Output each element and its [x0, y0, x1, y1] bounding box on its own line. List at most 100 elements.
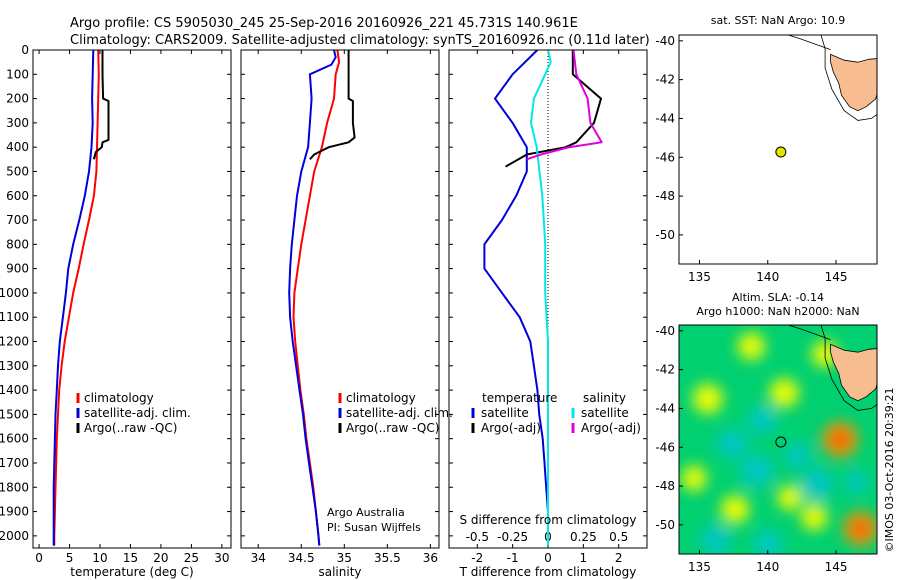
- series-line-argo-raw-qc: [309, 50, 356, 160]
- difference-frame: [448, 49, 648, 549]
- shelf-contour: [820, 325, 877, 411]
- series-line-climatology: [53, 49, 100, 546]
- tasmania-landmass: [830, 343, 877, 402]
- x-tick-label: 34: [251, 551, 266, 565]
- x2-tick-label: -0.5: [466, 530, 489, 544]
- sla-map-axis-ticks: 135 140 145 -40 -42 -44 -46 -48 -50: [655, 324, 847, 574]
- y-tick-label: 900: [6, 262, 29, 276]
- sla-map-heatmap: [680, 332, 877, 554]
- sla-anomaly-blob: [747, 405, 777, 435]
- y-tick-label: 1000: [0, 286, 29, 300]
- legend-label-salinity-argo-adj: Argo(-adj): [581, 421, 641, 435]
- y-tick-label: 700: [6, 213, 29, 227]
- x-tick-label: 0: [35, 551, 43, 565]
- x-tick-label: 34.5: [288, 551, 315, 565]
- map-y-tick-label: -50: [655, 228, 675, 242]
- sla-anomaly-blob: [800, 503, 828, 531]
- map-x-tick-label: 140: [756, 560, 779, 574]
- temperature-axis-ticks: 0 5 10 15 20 25 300100200300400500600700800900…: [0, 43, 231, 565]
- mainland-coastline: [788, 35, 831, 50]
- legend-label-salinity-satellite: satellite: [581, 406, 629, 420]
- salinity-panel: 34 34.5 35 35.5 36 salinity climatologysatel…: [240, 49, 453, 579]
- argo-float-marker: [775, 436, 787, 448]
- difference-x2label: S difference from climatology: [460, 513, 637, 527]
- y-tick-label: 1500: [0, 407, 29, 421]
- map-y-tick-label: -48: [655, 189, 675, 203]
- sla-anomaly-blob: [844, 470, 869, 494]
- temperature-panel: 0 5 10 15 20 25 300100200300400500600700800900…: [0, 43, 232, 579]
- map-y-tick-label: -40: [655, 324, 675, 338]
- difference-series: [483, 49, 603, 546]
- x-tick-label: 20: [153, 551, 168, 565]
- sla-map-markers: [775, 436, 787, 448]
- y-tick-label: 1100: [0, 310, 29, 324]
- tasmania-landmass: [830, 53, 877, 112]
- map-y-tick-label: -44: [655, 111, 675, 125]
- map-x-tick-label: 145: [825, 270, 848, 284]
- series-line-salinity-satellite: [530, 49, 552, 546]
- sla-anomaly-blob: [739, 453, 774, 488]
- sla-anomaly-blob: [716, 428, 748, 459]
- map-y-tick-label: -42: [655, 363, 675, 377]
- salinity-annotation-line2: PI: Susan Wijffels: [327, 521, 421, 534]
- x-tick-label: 15: [123, 551, 138, 565]
- sst-map-panel: sat. SST: NaN Argo: 10.9 135 140 145 -40 -42…: [655, 14, 878, 284]
- x-tick-label: 2: [615, 551, 623, 565]
- sla-map-panel: Altim. SLA: -0.14 Argo h1000: NaN h2000:…: [655, 291, 878, 574]
- legend-label-satellite-adj-clim: satellite-adj. clim.: [346, 406, 453, 420]
- map-y-tick-label: -50: [655, 518, 675, 532]
- temperature-frame: [32, 49, 232, 549]
- y-tick-label: 200: [6, 92, 29, 106]
- sst-map-markers: [775, 146, 787, 158]
- sla-anomaly-core: [832, 431, 849, 448]
- sla-anomaly-core: [852, 520, 869, 537]
- sla-map-title-line2: Argo h1000: NaN h2000: NaN: [696, 305, 859, 318]
- x-tick-label: 30: [214, 551, 229, 565]
- legend-label-argo-raw-qc: Argo(..raw -QC): [346, 421, 439, 435]
- sla-anomaly-blob: [784, 441, 812, 469]
- temperature-series: [52, 49, 110, 546]
- map-y-tick-label: -48: [655, 479, 675, 493]
- sla-anomaly-blob: [680, 465, 708, 492]
- y-tick-label: 1700: [0, 456, 29, 470]
- salinity-axis-ticks: 34 34.5 35 35.5 36: [241, 49, 439, 565]
- x-tick-label: 1: [580, 551, 588, 565]
- y-tick-label: 400: [6, 140, 29, 154]
- y-tick-label: 800: [6, 237, 29, 251]
- series-line-argo-raw-qc: [92, 50, 110, 160]
- sla-anomaly-blob: [769, 378, 799, 408]
- sst-map-frame: [678, 34, 878, 265]
- y-tick-label: 600: [6, 189, 29, 203]
- map-x-tick-label: 145: [825, 560, 848, 574]
- mainland-coastline: [788, 325, 831, 340]
- x-tick-label: -1: [507, 551, 519, 565]
- legend-label-satellite-adj-clim: satellite-adj. clim.: [84, 406, 191, 420]
- argo-float-marker: [775, 146, 787, 158]
- salinity-series: [288, 49, 356, 546]
- y-tick-label: 1300: [0, 359, 29, 373]
- difference-legend: temperature salinitysatelliteArgo(-adj)sa…: [471, 391, 641, 435]
- map-y-tick-label: -46: [655, 150, 675, 164]
- x-tick-label: 35: [337, 551, 352, 565]
- sst-map-coastline: [788, 35, 877, 121]
- series-line-satellite-adj-clim: [288, 49, 337, 546]
- sla-anomaly-blob: [700, 525, 732, 554]
- y-tick-label: 1900: [0, 505, 29, 519]
- sla-map-coastline: [788, 325, 877, 411]
- legend-label-temperature-satellite: satellite: [481, 406, 529, 420]
- series-line-satellite-adj-clim: [52, 49, 95, 546]
- y-tick-label: 300: [6, 116, 29, 130]
- salinity-frame: [240, 49, 440, 549]
- map-y-tick-label: -46: [655, 440, 675, 454]
- x-tick-label: 36: [423, 551, 438, 565]
- sla-anomaly-blob: [720, 494, 750, 524]
- x-tick-label: 0: [544, 551, 552, 565]
- x-tick-label: 25: [184, 551, 199, 565]
- map-x-tick-label: 135: [688, 560, 711, 574]
- map-x-tick-label: 135: [688, 270, 711, 284]
- legend-label-climatology: climatology: [84, 391, 154, 405]
